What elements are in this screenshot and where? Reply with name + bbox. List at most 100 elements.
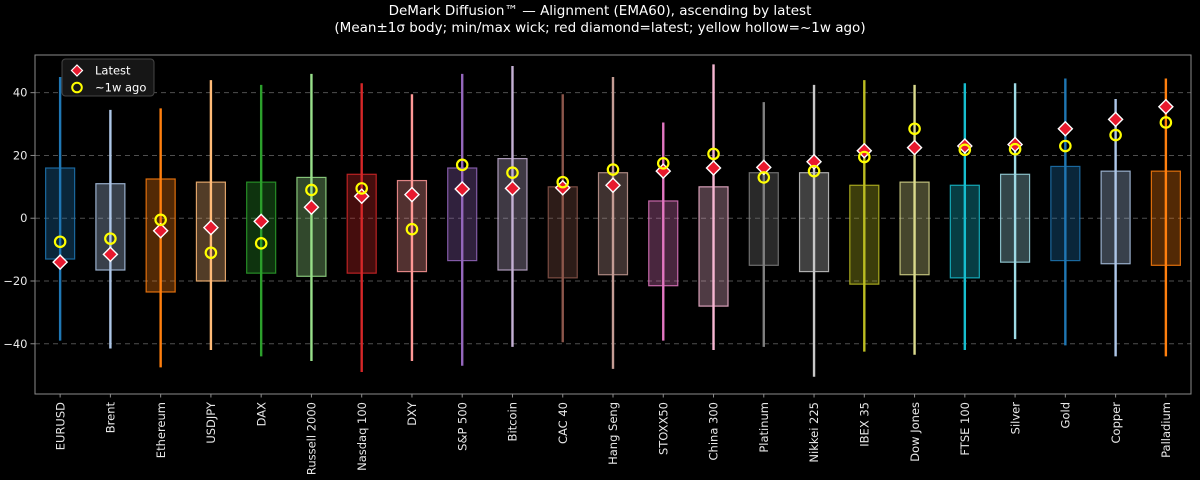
week-ago-circle-marker xyxy=(1109,128,1122,142)
body xyxy=(798,172,830,273)
x-tick-label: EURUSD xyxy=(53,402,67,450)
week-ago-circle-marker xyxy=(254,237,268,250)
body xyxy=(949,184,980,279)
x-tick-label: CAC 40 xyxy=(556,402,570,444)
week-ago-circle-marker xyxy=(807,164,821,178)
body xyxy=(1100,170,1131,265)
latest-diamond-marker xyxy=(102,246,119,263)
series-Hang Seng: Hang Seng xyxy=(597,76,629,465)
x-tick-label: China 300 xyxy=(707,402,721,460)
week-ago-circle-marker xyxy=(556,175,570,189)
chart-subtitle: (Mean±1σ body; min/max wick; red diamond… xyxy=(334,20,866,36)
series-Nasdaq 100: Nasdaq 100 xyxy=(346,83,377,471)
series-Gold: Gold xyxy=(1050,78,1081,428)
y-tick-label: 40 xyxy=(13,86,28,100)
series-STOXX50: STOXX50 xyxy=(648,122,679,455)
latest-diamond-marker xyxy=(253,213,270,230)
x-tick-label: Dow Jones xyxy=(908,402,922,462)
series-IBEX 35: IBEX 35 xyxy=(849,80,880,447)
legend: Latest ~1w ago xyxy=(61,58,155,97)
series-DAX: DAX xyxy=(246,84,277,427)
week-ago-circle-marker xyxy=(858,150,871,164)
y-tick-label: 0 xyxy=(20,211,27,225)
week-ago-circle-marker xyxy=(757,171,771,184)
x-tick-label: Ethereum xyxy=(154,402,168,458)
latest-diamond-marker xyxy=(806,153,823,170)
series-FTSE 100: FTSE 100 xyxy=(949,83,980,456)
x-tick-label: Hang Seng xyxy=(606,402,620,465)
body xyxy=(296,176,327,277)
week-ago-circle-marker xyxy=(908,122,921,136)
latest-diamond-marker xyxy=(1107,111,1124,128)
series-Russell 2000: Russell 2000 xyxy=(296,73,327,475)
week-ago-circle-marker xyxy=(154,213,167,227)
body xyxy=(1050,165,1081,262)
body xyxy=(849,184,880,285)
plot-border xyxy=(34,54,1192,395)
week-ago-circle-marker xyxy=(707,147,720,161)
series-EURUSD: EURUSD xyxy=(45,76,76,450)
x-tick-label: Nasdaq 100 xyxy=(355,402,369,471)
series-DXY: DXY xyxy=(396,94,428,426)
latest-diamond-marker xyxy=(705,160,722,176)
series-Palladium: Palladium xyxy=(1150,78,1181,458)
body xyxy=(1150,170,1181,266)
latest-diamond-marker xyxy=(906,139,923,156)
series-Ethereum: Ethereum xyxy=(145,108,176,458)
body xyxy=(899,181,930,276)
series-Dow Jones: Dow Jones xyxy=(899,84,930,462)
y-tick-label: −40 xyxy=(3,337,27,351)
body xyxy=(547,186,578,279)
x-tick-label: Bitcoin xyxy=(506,402,520,441)
x-tick-label: FTSE 100 xyxy=(958,402,972,456)
week-ago-circle-marker xyxy=(506,166,519,180)
series-S&P 500: S&P 500 xyxy=(447,73,478,451)
x-tick-label: Russell 2000 xyxy=(305,402,319,475)
x-tick-label: USDJPY xyxy=(204,401,218,444)
x-tick-label: Platinum xyxy=(757,402,771,453)
week-ago-circle-marker xyxy=(405,222,419,236)
week-ago-circle-marker xyxy=(53,235,67,249)
legend-week-ago-label: ~1w ago xyxy=(95,81,146,95)
series-China 300: China 300 xyxy=(698,64,729,460)
latest-diamond-marker xyxy=(52,254,69,271)
body xyxy=(497,157,528,271)
legend-week-ago-marker xyxy=(71,81,83,94)
x-tick-label: Copper xyxy=(1109,402,1123,444)
latest-diamond-marker xyxy=(303,199,320,216)
x-tick-label: DXY xyxy=(405,401,419,426)
chart-title: DeMark Diffusion™ — Alignment (EMA60), a… xyxy=(388,3,812,19)
latest-diamond-marker xyxy=(504,180,521,197)
x-tick-label: DAX xyxy=(254,402,268,427)
latest-diamond-marker xyxy=(202,219,219,236)
x-tick-label: Brent xyxy=(104,402,118,434)
x-tick-label: STOXX50 xyxy=(656,402,670,455)
body xyxy=(748,172,779,266)
week-ago-circle-marker xyxy=(1159,116,1173,129)
y-tick-label: 20 xyxy=(13,148,28,162)
latest-diamond-marker xyxy=(403,186,420,203)
legend-box xyxy=(61,58,155,97)
week-ago-circle-marker xyxy=(104,232,117,245)
series-Nikkei 225: Nikkei 225 xyxy=(798,84,830,463)
body xyxy=(698,186,729,307)
series-Bitcoin: Bitcoin xyxy=(497,65,528,441)
series-Silver: Silver xyxy=(999,83,1031,435)
x-tick-label: S&P 500 xyxy=(455,402,469,451)
body xyxy=(45,167,76,260)
series-Copper: Copper xyxy=(1100,98,1131,444)
week-ago-circle-marker xyxy=(1008,142,1022,156)
legend-latest-marker xyxy=(70,64,84,77)
y-tick-label: −20 xyxy=(3,274,27,288)
week-ago-circle-marker xyxy=(656,156,670,170)
week-ago-circle-marker xyxy=(355,182,368,195)
week-ago-circle-marker xyxy=(455,158,469,172)
latest-diamond-marker xyxy=(605,177,621,194)
latest-diamond-marker xyxy=(956,138,973,155)
latest-diamond-marker xyxy=(755,159,772,176)
x-tick-label: Silver xyxy=(1008,402,1022,435)
latest-diamond-marker xyxy=(1057,120,1074,137)
series-CAC 40: CAC 40 xyxy=(547,94,578,444)
